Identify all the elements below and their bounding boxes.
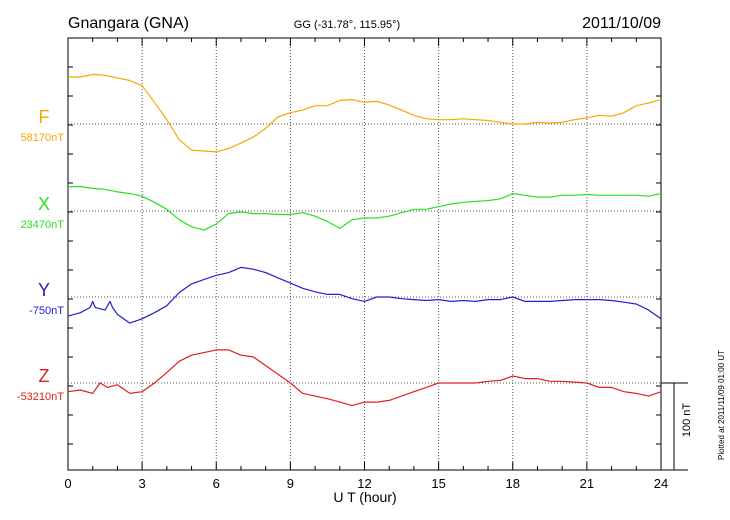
x-tick-label: 15 xyxy=(431,476,445,491)
x-tick-label: 24 xyxy=(654,476,668,491)
x-tick-label: 9 xyxy=(287,476,294,491)
x-tick-label: 12 xyxy=(357,476,371,491)
chart-date: 2011/10/09 xyxy=(582,15,661,32)
series-baseline-y: -750nT xyxy=(29,305,64,317)
station-coordinates: GG (-31.78°, 115.95°) xyxy=(294,19,400,31)
series-name-f: F xyxy=(39,107,50,127)
series-name-z: Z xyxy=(39,366,50,386)
series-lines xyxy=(67,73,662,407)
x-tick-labels: 0 3 6 9 12 15 18 21 24 xyxy=(64,476,668,491)
series-line-y xyxy=(67,266,662,324)
x-tick-label: 3 xyxy=(139,476,146,491)
x-tick-label: 18 xyxy=(506,476,520,491)
grid xyxy=(68,38,661,470)
x-tick-label: 6 xyxy=(213,476,220,491)
x-tick-label: 21 xyxy=(580,476,594,491)
series-baseline-z: -53210nT xyxy=(17,391,64,403)
x-axis-label: U T (hour) xyxy=(333,489,396,505)
series-name-y: Y xyxy=(38,280,50,300)
station-title: Gnangara (GNA) xyxy=(68,15,189,32)
axis-ticks xyxy=(67,38,662,470)
series-name-x: X xyxy=(38,194,50,214)
series-line-z xyxy=(67,349,662,407)
series-line-f xyxy=(68,73,662,153)
scale-bar: 100 nT xyxy=(661,382,693,471)
series-baseline-x: 23470nT xyxy=(21,219,65,231)
series-line-x xyxy=(68,186,662,231)
plot-timestamp-note: Plotted at 2011/11/09 01:00 UT xyxy=(717,350,726,460)
series-baseline-f: 58170nT xyxy=(21,132,65,144)
scale-bar-label: 100 nT xyxy=(681,403,693,438)
series-labels: F 58170nT X 23470nT Y -750nT Z -53210nT xyxy=(17,107,64,403)
x-tick-label: 0 xyxy=(64,476,71,491)
